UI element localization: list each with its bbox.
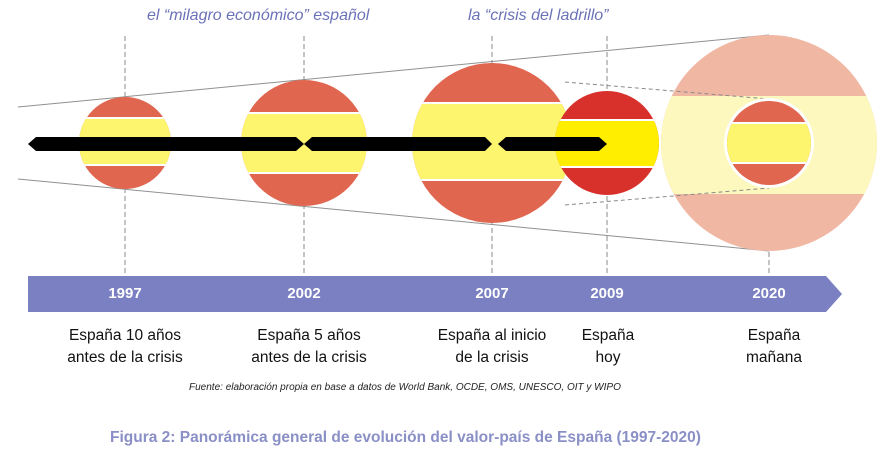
year-1997: 1997 [108,285,142,302]
source-note: Fuente: elaboración propia en base a dat… [189,382,621,393]
label-2007-line2: de la crisis [455,349,529,366]
label-1997-line2: antes de la crisis [67,349,183,366]
circle-2020-inner [727,101,811,185]
annotation-milagro: el “milagro económico” español [147,7,370,24]
label-1997: España 10 años antes de la crisis [45,325,205,369]
label-2020-line1: España [747,327,801,344]
projection-lines [564,81,770,206]
label-2007-line1: España al inicio [437,327,547,344]
year-2020: 2020 [752,285,786,302]
year-2009: 2009 [590,285,624,302]
year-2002: 2002 [287,285,321,302]
label-2009-line1: España [581,327,635,344]
label-1997-line1: España 10 años [68,327,182,344]
label-2002: España 5 años antes de la crisis [229,325,389,369]
label-2002-line1: España 5 años [257,327,361,344]
label-2009: España hoy [528,325,688,369]
funnel-lines [17,34,770,252]
year-2007: 2007 [475,285,509,302]
timeline-axis [28,276,842,312]
label-2020-line2: mañana [745,349,802,366]
label-2007: España al inicio de la crisis [412,325,572,369]
label-2009-line2: hoy [595,349,621,366]
annotation-crisis: la “crisis del ladrillo” [468,7,609,24]
label-2002-line2: antes de la crisis [251,349,367,366]
label-2020: España mañana [694,325,854,369]
figure-caption: Figura 2: Panorámica general de evolució… [110,429,701,446]
period-arrows [28,137,607,151]
